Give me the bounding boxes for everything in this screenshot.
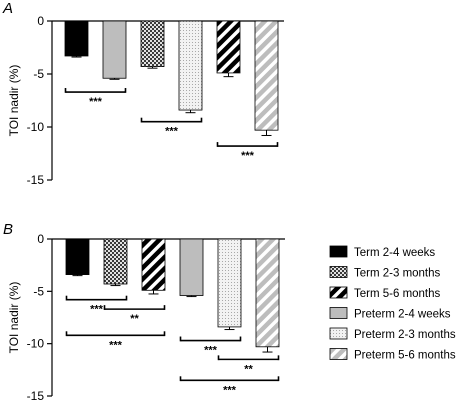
legend-label: Term 2-4 weeks (354, 247, 435, 259)
bar (64, 20, 89, 57)
legend-swatch (329, 245, 348, 258)
significance-label: *** (223, 384, 237, 396)
legend-label: Preterm 2-4 weeks (354, 309, 451, 321)
y-tick-label: 0 (37, 232, 44, 246)
y-tick-label: -5 (33, 67, 44, 81)
y-tick-label: 0 (37, 14, 44, 28)
y-axis-label: TOI nadir (%) (7, 65, 21, 137)
bar (65, 238, 90, 275)
significance-label: *** (204, 345, 218, 357)
y-tick-label: -5 (33, 284, 44, 298)
significance-label: ** (244, 363, 253, 375)
significance-label: ** (130, 313, 139, 325)
y-tick-label: -15 (27, 173, 45, 187)
bar (102, 20, 127, 79)
bar (179, 238, 204, 296)
bar (103, 238, 128, 285)
bar (140, 20, 165, 67)
bar (178, 20, 203, 111)
significance-label: *** (90, 304, 104, 316)
legend-swatch (329, 286, 348, 299)
legend-label: Term 2-3 months (354, 268, 441, 280)
significance-label: *** (109, 339, 123, 351)
legend-label: Preterm 5-6 months (354, 350, 456, 362)
panel-a-letter: A (2, 0, 13, 17)
significance-label: *** (241, 150, 255, 162)
y-tick-label: -15 (27, 389, 45, 403)
legend-swatch (329, 348, 348, 360)
legend-label: Term 5-6 months (354, 288, 441, 300)
y-tick-label: -10 (27, 337, 45, 351)
bar (255, 238, 280, 348)
significance-label: *** (89, 96, 103, 108)
legend-label: Preterm 2-3 months (354, 329, 456, 341)
legend: Term 2-4 weeks Term 2-3 months Term 5-6 mo… (329, 245, 456, 362)
y-tick-label: -10 (27, 120, 45, 134)
bar (254, 20, 279, 131)
panel-b-letter: B (3, 221, 13, 238)
legend-swatch (329, 266, 348, 278)
legend-swatch (329, 307, 348, 319)
legend-swatch (329, 327, 348, 340)
significance-label: *** (165, 126, 179, 138)
y-axis-label: TOI nadir (%) (7, 282, 21, 354)
panel-a: 0 -5 -10 -15 TOI nadir (%) *** *** *** (7, 14, 284, 187)
bar (217, 238, 242, 328)
bar (141, 238, 166, 291)
bar (216, 20, 241, 74)
